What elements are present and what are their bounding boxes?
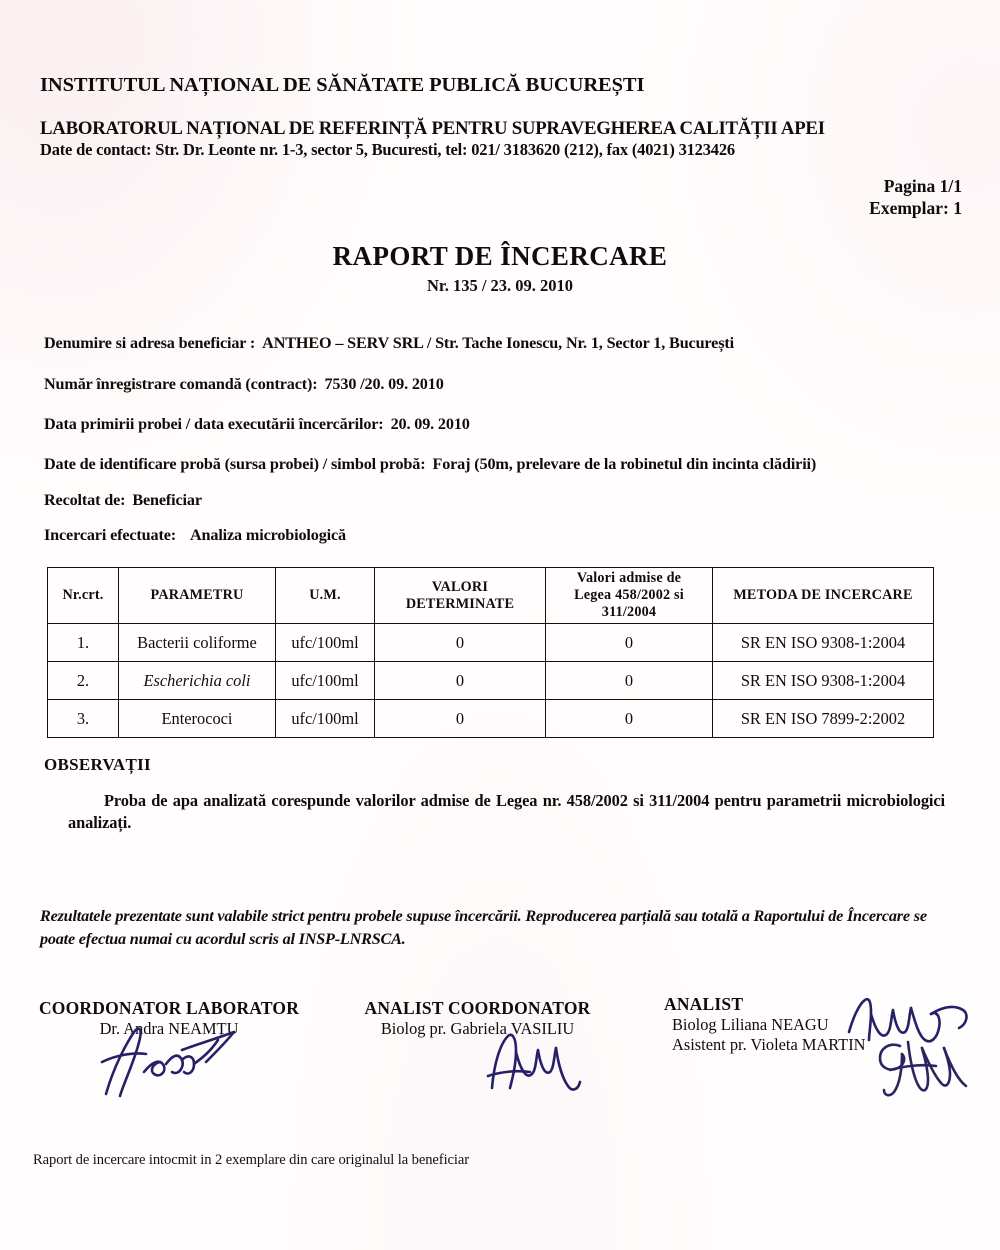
meta-label: Date de identificare probă (sursa probei…: [44, 455, 426, 473]
signature-role: COORDONATOR LABORATOR: [38, 998, 300, 1018]
signature-role: ANALIST: [664, 994, 744, 1014]
copy-number-label: Exemplar: 1: [869, 198, 962, 219]
signature-name: Dr. Andra NEAMȚU: [99, 1019, 239, 1038]
meta-label: Recoltat de:: [44, 491, 126, 509]
cell-um: ufc/100ml: [275, 699, 375, 738]
th-um: U.M.: [275, 567, 375, 624]
table-row: 3. Enterococi ufc/100ml 0 0 SR EN ISO 78…: [47, 699, 934, 738]
th-line: Valori admise de: [576, 570, 682, 587]
meta-value: Beneficiar: [132, 491, 202, 509]
th-metoda: METODA DE INCERCARE: [712, 567, 934, 624]
signature-block: COORDONATOR LABORATOR Dr. Andra NEAMȚU A…: [0, 994, 1000, 1108]
table-header-row: Nr.crt. PARAMETRU U.M. VALORI DETERMINAT…: [47, 567, 934, 624]
disclaimer-text: Rezultatele prezentate sunt valabile str…: [40, 907, 927, 949]
cell-nr: 1.: [47, 623, 119, 662]
th-valori-determinate: VALORI DETERMINATE: [374, 567, 546, 624]
meta-value: Analiza microbiologică: [189, 526, 346, 544]
cell-valoare-determinata: 0: [374, 623, 546, 662]
meta-value: Foraj (50m, prelevare de la robinetul di…: [432, 455, 817, 473]
th-line: DETERMINATE: [405, 595, 515, 612]
cell-parametru: Bacterii coliforme: [118, 623, 276, 662]
meta-label: Număr înregistrare comandă (contract):: [44, 375, 318, 393]
results-table-wrapper: Nr.crt. PARAMETRU U.M. VALORI DETERMINAT…: [47, 567, 934, 738]
signature-name: Biolog pr. Gabriela VASILIU: [380, 1019, 575, 1038]
meta-label: Denumire si adresa beneficiar :: [44, 334, 256, 352]
meta-row-order-number: Număr înregistrare comandă (contract): 75…: [44, 375, 444, 394]
cell-um: ufc/100ml: [275, 661, 375, 700]
observations-text: Proba de apa analizată corespunde valori…: [68, 791, 945, 833]
results-table: Nr.crt. PARAMETRU U.M. VALORI DETERMINAT…: [47, 567, 934, 738]
meta-value: ANTHEO – SERV SRL / Str. Tache Ionescu, …: [262, 334, 734, 352]
meta-value: 7530 /20. 09. 2010: [324, 375, 444, 393]
meta-row-beneficiary: Denumire si adresa beneficiar : ANTHEO – …: [44, 334, 734, 353]
meta-row-collected-by: Recoltat de: Beneficiar: [44, 491, 202, 510]
th-parametru: PARAMETRU: [118, 567, 276, 624]
cell-valoare-admisa: 0: [545, 661, 713, 700]
signature-analist: ANALIST Biolog Liliana NEAGU Asistent pr…: [662, 994, 866, 1054]
meta-row-tests-performed: Incercari efectuate: Analiza microbiologi…: [44, 526, 346, 545]
meta-row-dates: Data primirii probei / data executării î…: [44, 415, 470, 434]
signature-name-secondary: Asistent pr. Violeta MARTIN: [672, 1034, 866, 1054]
report-number: Nr. 135 / 23. 09. 2010: [426, 276, 574, 295]
th-valori-admise: Valori admise de Legea 458/2002 si 311/2…: [545, 567, 713, 624]
cell-valoare-determinata: 0: [374, 699, 546, 738]
page-info-block: Pagina 1/1 Exemplar: 1: [869, 175, 962, 220]
cell-metoda: SR EN ISO 9308-1:2004: [712, 623, 934, 662]
cell-valoare-admisa: 0: [545, 699, 713, 738]
cell-valoare-admisa: 0: [545, 623, 713, 662]
cell-metoda: SR EN ISO 9308-1:2004: [712, 661, 934, 700]
meta-row-sample-id: Date de identificare probă (sursa probei…: [44, 455, 816, 474]
cell-nr: 3.: [47, 699, 119, 738]
contact-line: Date de contact: Str. Dr. Leonte nr. 1-3…: [40, 140, 735, 159]
cell-parametru: Enterococi: [118, 699, 276, 738]
cell-valoare-determinata: 0: [374, 661, 546, 700]
page-title: RAPORT DE ÎNCERCARE: [332, 241, 668, 271]
laboratory-name: LABORATORUL NAȚIONAL DE REFERINȚĂ PENTRU…: [40, 118, 825, 139]
cell-nr: 2.: [47, 661, 119, 700]
institute-name: INSTITUTUL NAȚIONAL DE SĂNĂTATE PUBLICĂ …: [40, 74, 645, 96]
page-number-label: Pagina 1/1: [883, 176, 962, 196]
signature-coordonator-laborator: COORDONATOR LABORATOR Dr. Andra NEAMȚU: [38, 998, 300, 1039]
meta-value: 20. 09. 2010: [390, 415, 470, 433]
cell-metoda: SR EN ISO 7899-2:2002: [712, 699, 934, 738]
th-line: VALORI: [431, 578, 489, 595]
th-line: 311/2004: [601, 603, 657, 620]
signature-name: Biolog Liliana NEAGU: [672, 1015, 829, 1034]
signature-analist-coordonator: ANALIST COORDONATOR Biolog pr. Gabriela …: [355, 998, 600, 1039]
footer-note: Raport de incercare intocmit in 2 exempl…: [33, 1152, 469, 1168]
th-line: Legea 458/2002 si: [574, 587, 684, 604]
signature-role: ANALIST COORDONATOR: [364, 998, 591, 1018]
meta-label: Data primirii probei / data executării î…: [44, 415, 384, 433]
table-row: 2. Escherichia coli ufc/100ml 0 0 SR EN …: [47, 661, 934, 700]
cell-parametru: Escherichia coli: [118, 661, 276, 700]
th-nr-crt: Nr.crt.: [47, 567, 119, 624]
table-row: 1. Bacterii coliforme ufc/100ml 0 0 SR E…: [47, 623, 934, 662]
cell-um: ufc/100ml: [275, 623, 375, 662]
observations-title: OBSERVAȚII: [44, 755, 151, 774]
meta-label: Incercari efectuate:: [44, 526, 176, 544]
